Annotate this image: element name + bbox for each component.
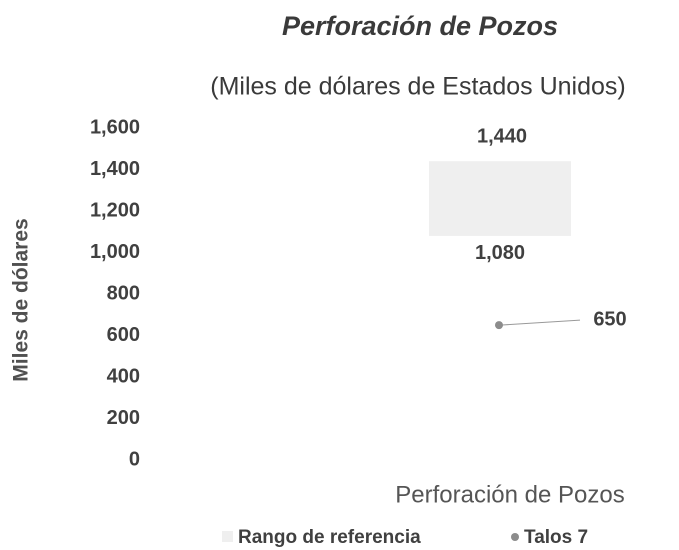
legend-label: Talos 7 (524, 527, 588, 548)
data-label: 1,080 (475, 242, 525, 264)
legend-swatch (222, 531, 233, 542)
leader-line (499, 319, 581, 326)
y-tick-label: 200 (107, 407, 140, 429)
y-tick-label: 600 (107, 324, 140, 346)
y-tick-label: 800 (107, 282, 140, 304)
data-label: 650 (593, 308, 626, 330)
y-tick-label: 1,600 (90, 116, 140, 138)
y-axis-label: Miles de dólares (10, 218, 33, 381)
chart-subtitle: (Miles de dólares de Estados Unidos) (210, 73, 625, 101)
legend-label: Rango de referencia (238, 527, 421, 548)
chart-title: Perforación de Pozos (282, 11, 558, 41)
range-bar (429, 161, 571, 236)
y-tick-label: 1,000 (90, 241, 140, 263)
data-label: 1,440 (477, 125, 527, 147)
y-tick-label: 1,400 (90, 158, 140, 180)
y-tick-label: 1,200 (90, 199, 140, 221)
x-tick-label: Perforación de Pozos (395, 481, 624, 508)
y-tick-label: 0 (129, 448, 140, 470)
legend-swatch (511, 533, 519, 541)
y-tick-label: 400 (107, 365, 140, 387)
point (495, 321, 503, 330)
